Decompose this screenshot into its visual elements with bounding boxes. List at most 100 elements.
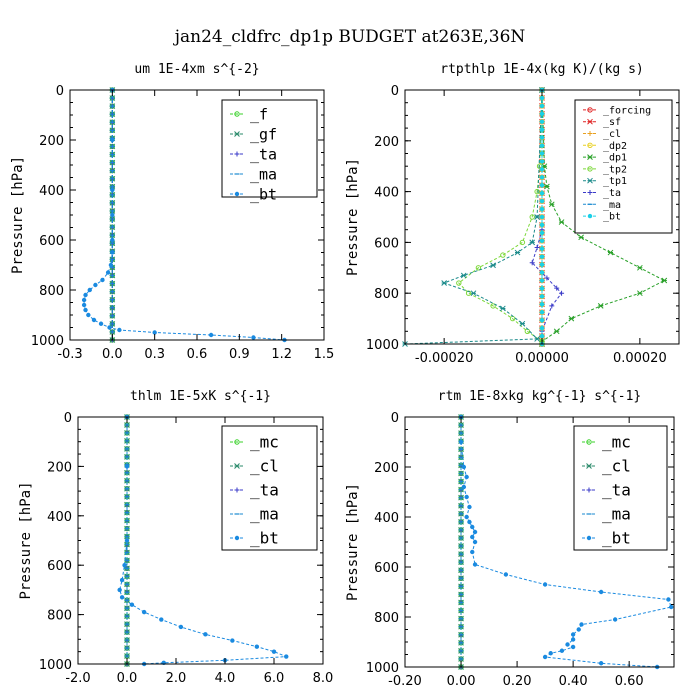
data-point bbox=[122, 563, 127, 568]
series-bt bbox=[81, 87, 287, 343]
legend-label: _ta bbox=[250, 145, 277, 163]
legend-label: _ta bbox=[602, 481, 631, 500]
legend-marker bbox=[587, 166, 593, 172]
legend-item: _ta bbox=[230, 481, 279, 500]
data-point bbox=[553, 328, 560, 335]
data-point bbox=[539, 222, 545, 228]
data-point bbox=[579, 622, 584, 627]
data-point bbox=[110, 137, 115, 143]
data-point bbox=[124, 538, 130, 543]
data-point bbox=[271, 649, 277, 654]
legend-marker bbox=[587, 154, 593, 160]
data-point bbox=[544, 275, 550, 281]
data-point bbox=[539, 119, 545, 124]
legend-marker bbox=[586, 535, 592, 541]
x-tick-label: 0.0 bbox=[102, 347, 123, 362]
legend-item: _ta bbox=[583, 188, 621, 199]
y-tick-label: 800 bbox=[39, 284, 64, 299]
data-point bbox=[554, 285, 560, 291]
legend-item: _cl bbox=[583, 129, 621, 140]
legend-label: _dp1 bbox=[603, 153, 627, 164]
x-tick-label: 0.0 bbox=[117, 671, 138, 686]
legend-label: _bt bbox=[602, 529, 631, 548]
y-tick-label: 400 bbox=[374, 186, 399, 201]
data-point bbox=[119, 595, 125, 600]
data-point bbox=[456, 280, 462, 286]
data-point bbox=[472, 539, 478, 545]
data-point bbox=[470, 549, 475, 555]
legend-label: _cl bbox=[602, 457, 631, 476]
data-point bbox=[514, 249, 521, 256]
x-tick-label: 0.40 bbox=[559, 674, 588, 689]
data-point bbox=[539, 95, 545, 101]
data-point bbox=[87, 287, 92, 293]
data-point bbox=[539, 238, 545, 244]
y-tick-label: 1000 bbox=[39, 658, 72, 673]
data-point bbox=[539, 135, 545, 140]
series-bt bbox=[458, 414, 674, 670]
data-point bbox=[548, 651, 553, 656]
y-axis-label: Pressure [hPa] bbox=[345, 158, 361, 276]
legend-item: _gf bbox=[230, 125, 277, 143]
x-tick-label: 2.0 bbox=[166, 671, 187, 686]
legend-item: _bt bbox=[583, 212, 621, 223]
data-point bbox=[539, 206, 545, 212]
data-point bbox=[539, 270, 545, 275]
data-point bbox=[539, 111, 545, 117]
data-point bbox=[441, 280, 447, 286]
data-point bbox=[503, 572, 509, 577]
legend-marker bbox=[234, 151, 240, 157]
data-point bbox=[539, 246, 545, 251]
data-point bbox=[539, 167, 545, 172]
legend-item: _mc bbox=[230, 433, 279, 452]
data-point bbox=[539, 214, 545, 220]
legend-marker bbox=[234, 131, 240, 137]
data-point bbox=[152, 330, 157, 335]
data-point bbox=[129, 602, 135, 607]
y-tick-label: 600 bbox=[374, 561, 399, 576]
data-point bbox=[100, 277, 105, 283]
data-point bbox=[666, 597, 671, 602]
panel-title: um 1E-4xm s^{-2} bbox=[134, 62, 259, 77]
legend-label: _gf bbox=[250, 125, 277, 143]
legend-marker bbox=[587, 177, 593, 184]
legend-item: _f bbox=[230, 105, 268, 123]
x-tick-label: 1.5 bbox=[314, 347, 335, 362]
data-point bbox=[539, 278, 545, 283]
y-tick-label: 200 bbox=[47, 460, 72, 475]
data-point bbox=[461, 464, 467, 470]
legend-marker bbox=[234, 111, 240, 117]
y-axis-label: Pressure [hPa] bbox=[345, 483, 361, 601]
y-tick-label: 800 bbox=[374, 611, 399, 626]
x-tick-label: 6.0 bbox=[264, 671, 285, 686]
data-point bbox=[539, 262, 545, 267]
data-point bbox=[539, 294, 545, 299]
legend-label: _bt bbox=[250, 185, 277, 203]
legend-item: _tp1 bbox=[583, 176, 627, 187]
legend-marker bbox=[587, 131, 593, 136]
legend-item: _ma bbox=[230, 505, 279, 524]
data-point bbox=[464, 494, 469, 500]
legend-item: _sf bbox=[583, 117, 621, 128]
legend-marker bbox=[587, 213, 593, 219]
y-tick-label: 200 bbox=[374, 461, 399, 476]
y-tick-label: 400 bbox=[374, 511, 399, 526]
data-point bbox=[539, 159, 545, 164]
legend-marker bbox=[586, 463, 592, 469]
x-tick-label: 0.3 bbox=[144, 347, 165, 362]
x-tick-label: -0.3 bbox=[57, 347, 82, 362]
data-point bbox=[597, 303, 604, 309]
data-point bbox=[105, 270, 111, 275]
data-point bbox=[534, 336, 540, 342]
data-point bbox=[460, 272, 467, 279]
data-point bbox=[490, 303, 496, 309]
data-point bbox=[570, 637, 576, 642]
data-point bbox=[607, 249, 614, 256]
legend-item: _bt bbox=[230, 529, 279, 548]
legend-label: _mc bbox=[602, 433, 631, 452]
x-tick-label: -0.20 bbox=[388, 674, 422, 689]
legend-item: _ta bbox=[230, 145, 277, 163]
legend-label: _dp2 bbox=[603, 141, 627, 152]
data-point bbox=[500, 252, 506, 258]
data-point bbox=[576, 627, 581, 632]
